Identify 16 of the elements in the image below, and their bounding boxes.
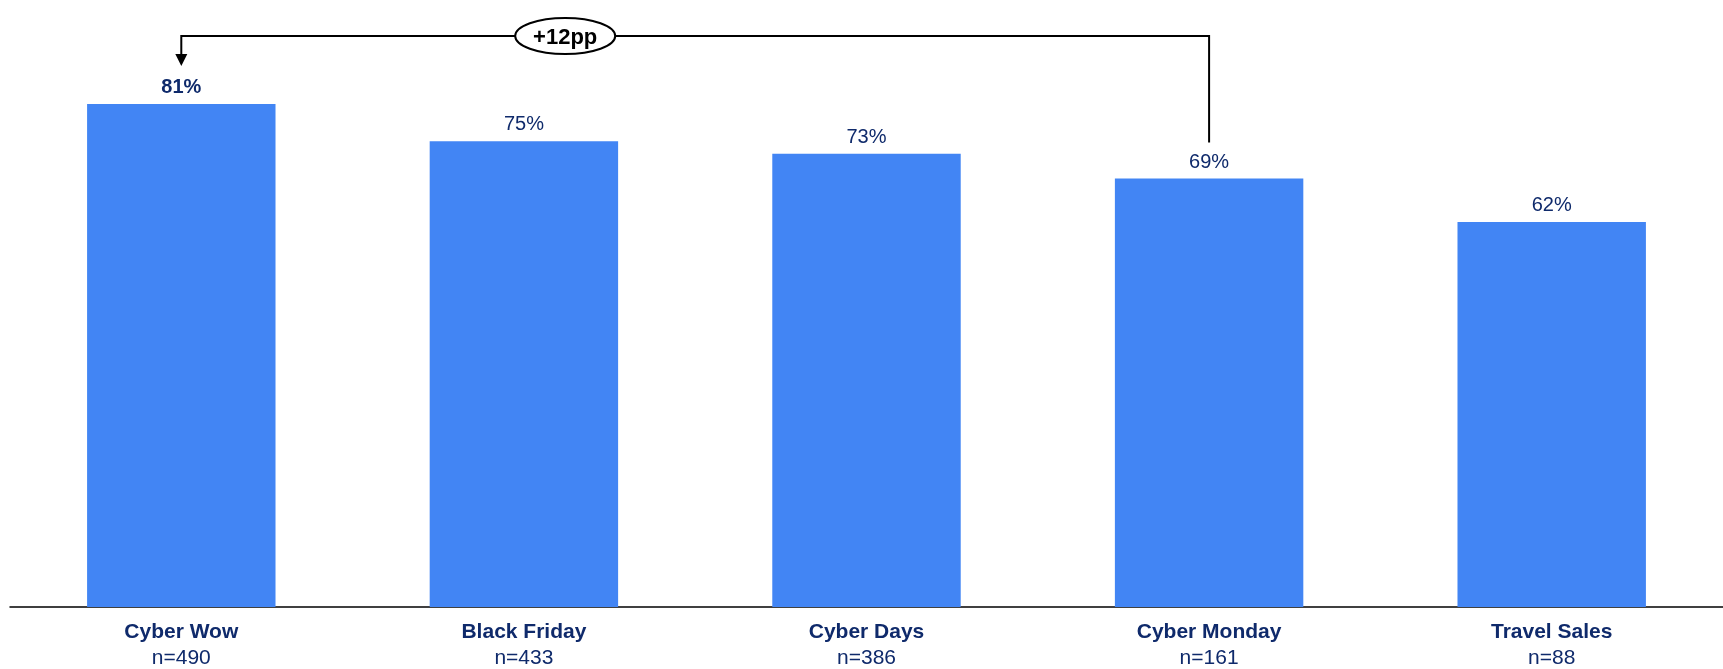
bar (87, 104, 276, 607)
text: +12pp (533, 24, 598, 49)
data-label: 75% (503, 112, 545, 135)
data-label: 62% (1531, 192, 1572, 215)
x-tick-label: Cyber Monday n=161 (1136, 618, 1282, 668)
x-tick-label: Cyber Wow n=490 (124, 618, 239, 668)
x-tick-label: Cyber Days n=386 (808, 618, 925, 668)
data-label: 69% (1189, 149, 1230, 172)
x-tick-label: Black Friday n=433 (461, 618, 587, 668)
bar (429, 141, 619, 607)
bar (1114, 178, 1304, 607)
bar (1457, 221, 1646, 607)
data-label: 81% (161, 75, 202, 97)
x-tick-label: Travel Sales n=88 (1490, 618, 1613, 668)
bar (772, 153, 961, 607)
data-label: 73% (846, 124, 887, 147)
